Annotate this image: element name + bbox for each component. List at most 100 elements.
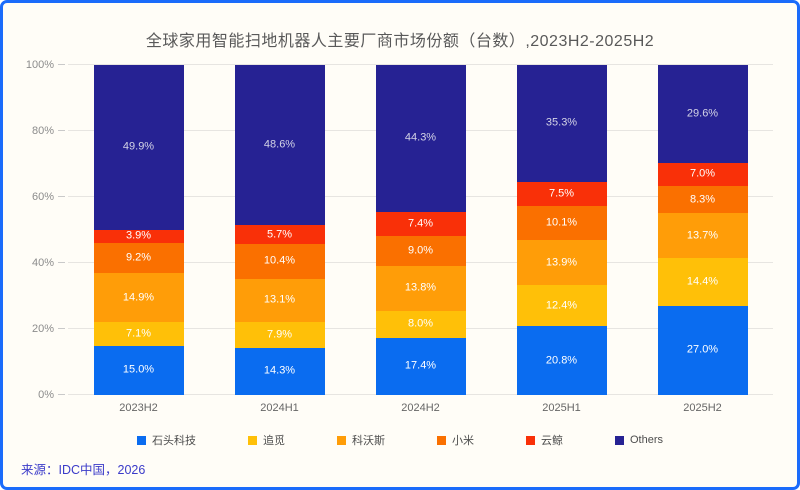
bar-segment-追觅: 7.9% — [234, 321, 325, 348]
segment-value-label: 10.4% — [263, 254, 296, 267]
legend-item-石头科技: 石头科技 — [136, 432, 196, 448]
segment-value-label: 7.1% — [125, 327, 152, 340]
bar-segment-追觅: 8.0% — [375, 311, 466, 338]
bar-segment-科沃斯: 13.8% — [375, 265, 466, 312]
legend-item-Others: Others — [614, 434, 663, 446]
bar-segment-云鲸: 7.0% — [657, 162, 748, 186]
stacked-bar-2024H2: 44.3% 7.4% 9.0% 13.8% 8.0% 17.4% — [375, 65, 466, 395]
segment-value-label: 13.8% — [404, 281, 437, 294]
legend-swatch-icon — [336, 435, 346, 445]
bar-segment-追觅: 7.1% — [93, 322, 184, 346]
segment-value-label: 15.0% — [122, 363, 155, 376]
bar-segment-Others: 48.6% — [234, 65, 325, 226]
bar-segment-云鲸: 7.5% — [516, 181, 607, 207]
bar-segment-Others: 44.3% — [375, 65, 466, 212]
legend-swatch-icon — [525, 435, 535, 445]
segment-value-label: 9.0% — [407, 244, 434, 257]
legend-label: 科沃斯 — [351, 435, 385, 447]
bar-segment-Others: 29.6% — [657, 65, 748, 163]
segment-value-label: 14.3% — [263, 364, 296, 377]
y-tick-mark — [58, 64, 65, 65]
segment-value-label: 7.5% — [548, 187, 575, 200]
legend-item-追觅: 追觅 — [247, 432, 285, 448]
segment-value-label: 12.4% — [545, 299, 578, 312]
legend: 石头科技 追觅 科沃斯 小米 云鲸 Others — [3, 432, 797, 448]
bar-segment-小米: 9.2% — [93, 242, 184, 273]
bar-segment-科沃斯: 13.9% — [516, 239, 607, 286]
y-tick-mark — [58, 130, 65, 131]
bar-segment-云鲸: 5.7% — [234, 225, 325, 245]
legend-swatch-icon — [436, 435, 446, 445]
stacked-bar-2025H1: 35.3% 7.5% 10.1% 13.9% 12.4% 20.8% — [516, 65, 607, 395]
segment-value-label: 49.9% — [122, 140, 155, 153]
chart-title: 全球家用智能扫地机器人主要厂商市场份额（台数）,2023H2-2025H2 — [145, 33, 655, 50]
bar-segment-云鲸: 3.9% — [93, 229, 184, 243]
bars-container: 49.9% 3.9% 9.2% 14.9% 7.1% 15.0% 48.6% 5.7% 10.4… — [68, 65, 773, 395]
bar-segment-Others: 35.3% — [516, 65, 607, 182]
y-tick-label: 0% — [38, 389, 54, 401]
legend-label: 小米 — [451, 435, 474, 447]
segment-value-label: 5.7% — [266, 228, 293, 241]
bar-segment-小米: 9.0% — [375, 235, 466, 266]
bar-segment-石头科技: 15.0% — [93, 345, 184, 395]
y-tick-label: 80% — [31, 125, 54, 137]
legend-label: Others — [629, 434, 663, 446]
segment-value-label: 48.6% — [263, 138, 296, 151]
bar-segment-小米: 10.4% — [234, 244, 325, 279]
segment-value-label: 20.8% — [545, 354, 578, 367]
bar-segment-小米: 8.3% — [657, 185, 748, 214]
segment-value-label: 8.0% — [407, 317, 434, 330]
y-tick-label: 60% — [31, 191, 54, 203]
segment-value-label: 27.0% — [686, 343, 719, 356]
bar-segment-Others: 49.9% — [93, 65, 184, 230]
segment-value-label: 29.6% — [686, 107, 719, 120]
source-note: 来源：IDC中国，2026 — [21, 463, 146, 477]
y-tick-mark — [58, 196, 65, 197]
gridline — [68, 64, 773, 65]
segment-value-label: 9.2% — [125, 251, 152, 264]
segment-value-label: 14.4% — [686, 275, 719, 288]
legend-label: 石头科技 — [151, 435, 196, 447]
segment-value-label: 3.9% — [125, 229, 152, 242]
bar-segment-石头科技: 17.4% — [375, 337, 466, 395]
bar-segment-追觅: 12.4% — [516, 285, 607, 327]
segment-value-label: 14.9% — [122, 291, 155, 303]
stacked-bar-2023H2: 49.9% 3.9% 9.2% 14.9% 7.1% 15.0% — [93, 65, 184, 395]
legend-item-小米: 小米 — [436, 432, 474, 448]
plot-area: 49.9% 3.9% 9.2% 14.9% 7.1% 15.0% 48.6% 5.7% 10.4… — [26, 59, 773, 401]
y-tick-mark — [58, 262, 65, 263]
segment-value-label: 13.7% — [686, 229, 719, 242]
x-axis-labels: 2023H2 2024H1 2024H2 2025H1 2025H2 — [68, 402, 773, 414]
x-axis-label: 2025H2 — [683, 402, 722, 414]
x-axis-label: 2024H1 — [260, 402, 299, 414]
segment-value-label: 8.3% — [689, 193, 716, 205]
bar-segment-小米: 10.1% — [516, 206, 607, 240]
x-axis-label: 2023H2 — [119, 402, 158, 414]
segment-value-label: 7.9% — [266, 328, 293, 341]
legend-item-科沃斯: 科沃斯 — [336, 432, 385, 448]
segment-value-label: 7.4% — [407, 217, 434, 230]
bar-segment-科沃斯: 14.9% — [93, 272, 184, 323]
y-tick-mark — [58, 328, 65, 329]
segment-value-label: 10.1% — [545, 216, 578, 229]
legend-swatch-icon — [247, 435, 257, 445]
y-tick-label: 100% — [25, 59, 54, 71]
x-axis-label: 2025H1 — [542, 402, 581, 414]
bar-segment-石头科技: 20.8% — [516, 326, 607, 395]
y-tick-label: 40% — [31, 257, 54, 269]
bar-segment-石头科技: 14.3% — [234, 347, 325, 395]
y-tick-mark — [58, 394, 65, 395]
stacked-bar-2024H1: 48.6% 5.7% 10.4% 13.1% 7.9% 14.3% — [234, 65, 325, 395]
x-axis-label: 2024H2 — [401, 402, 440, 414]
segment-value-label: 17.4% — [404, 359, 437, 372]
bar-segment-追觅: 14.4% — [657, 258, 748, 306]
segment-value-label: 44.3% — [404, 131, 437, 144]
bar-segment-云鲸: 7.4% — [375, 211, 466, 236]
legend-label: 云鲸 — [540, 435, 563, 447]
segment-value-label: 35.3% — [545, 116, 578, 129]
legend-item-云鲸: 云鲸 — [525, 432, 563, 448]
segment-value-label: 7.0% — [689, 167, 716, 180]
bar-segment-石头科技: 27.0% — [657, 305, 748, 395]
bar-segment-科沃斯: 13.1% — [234, 278, 325, 322]
